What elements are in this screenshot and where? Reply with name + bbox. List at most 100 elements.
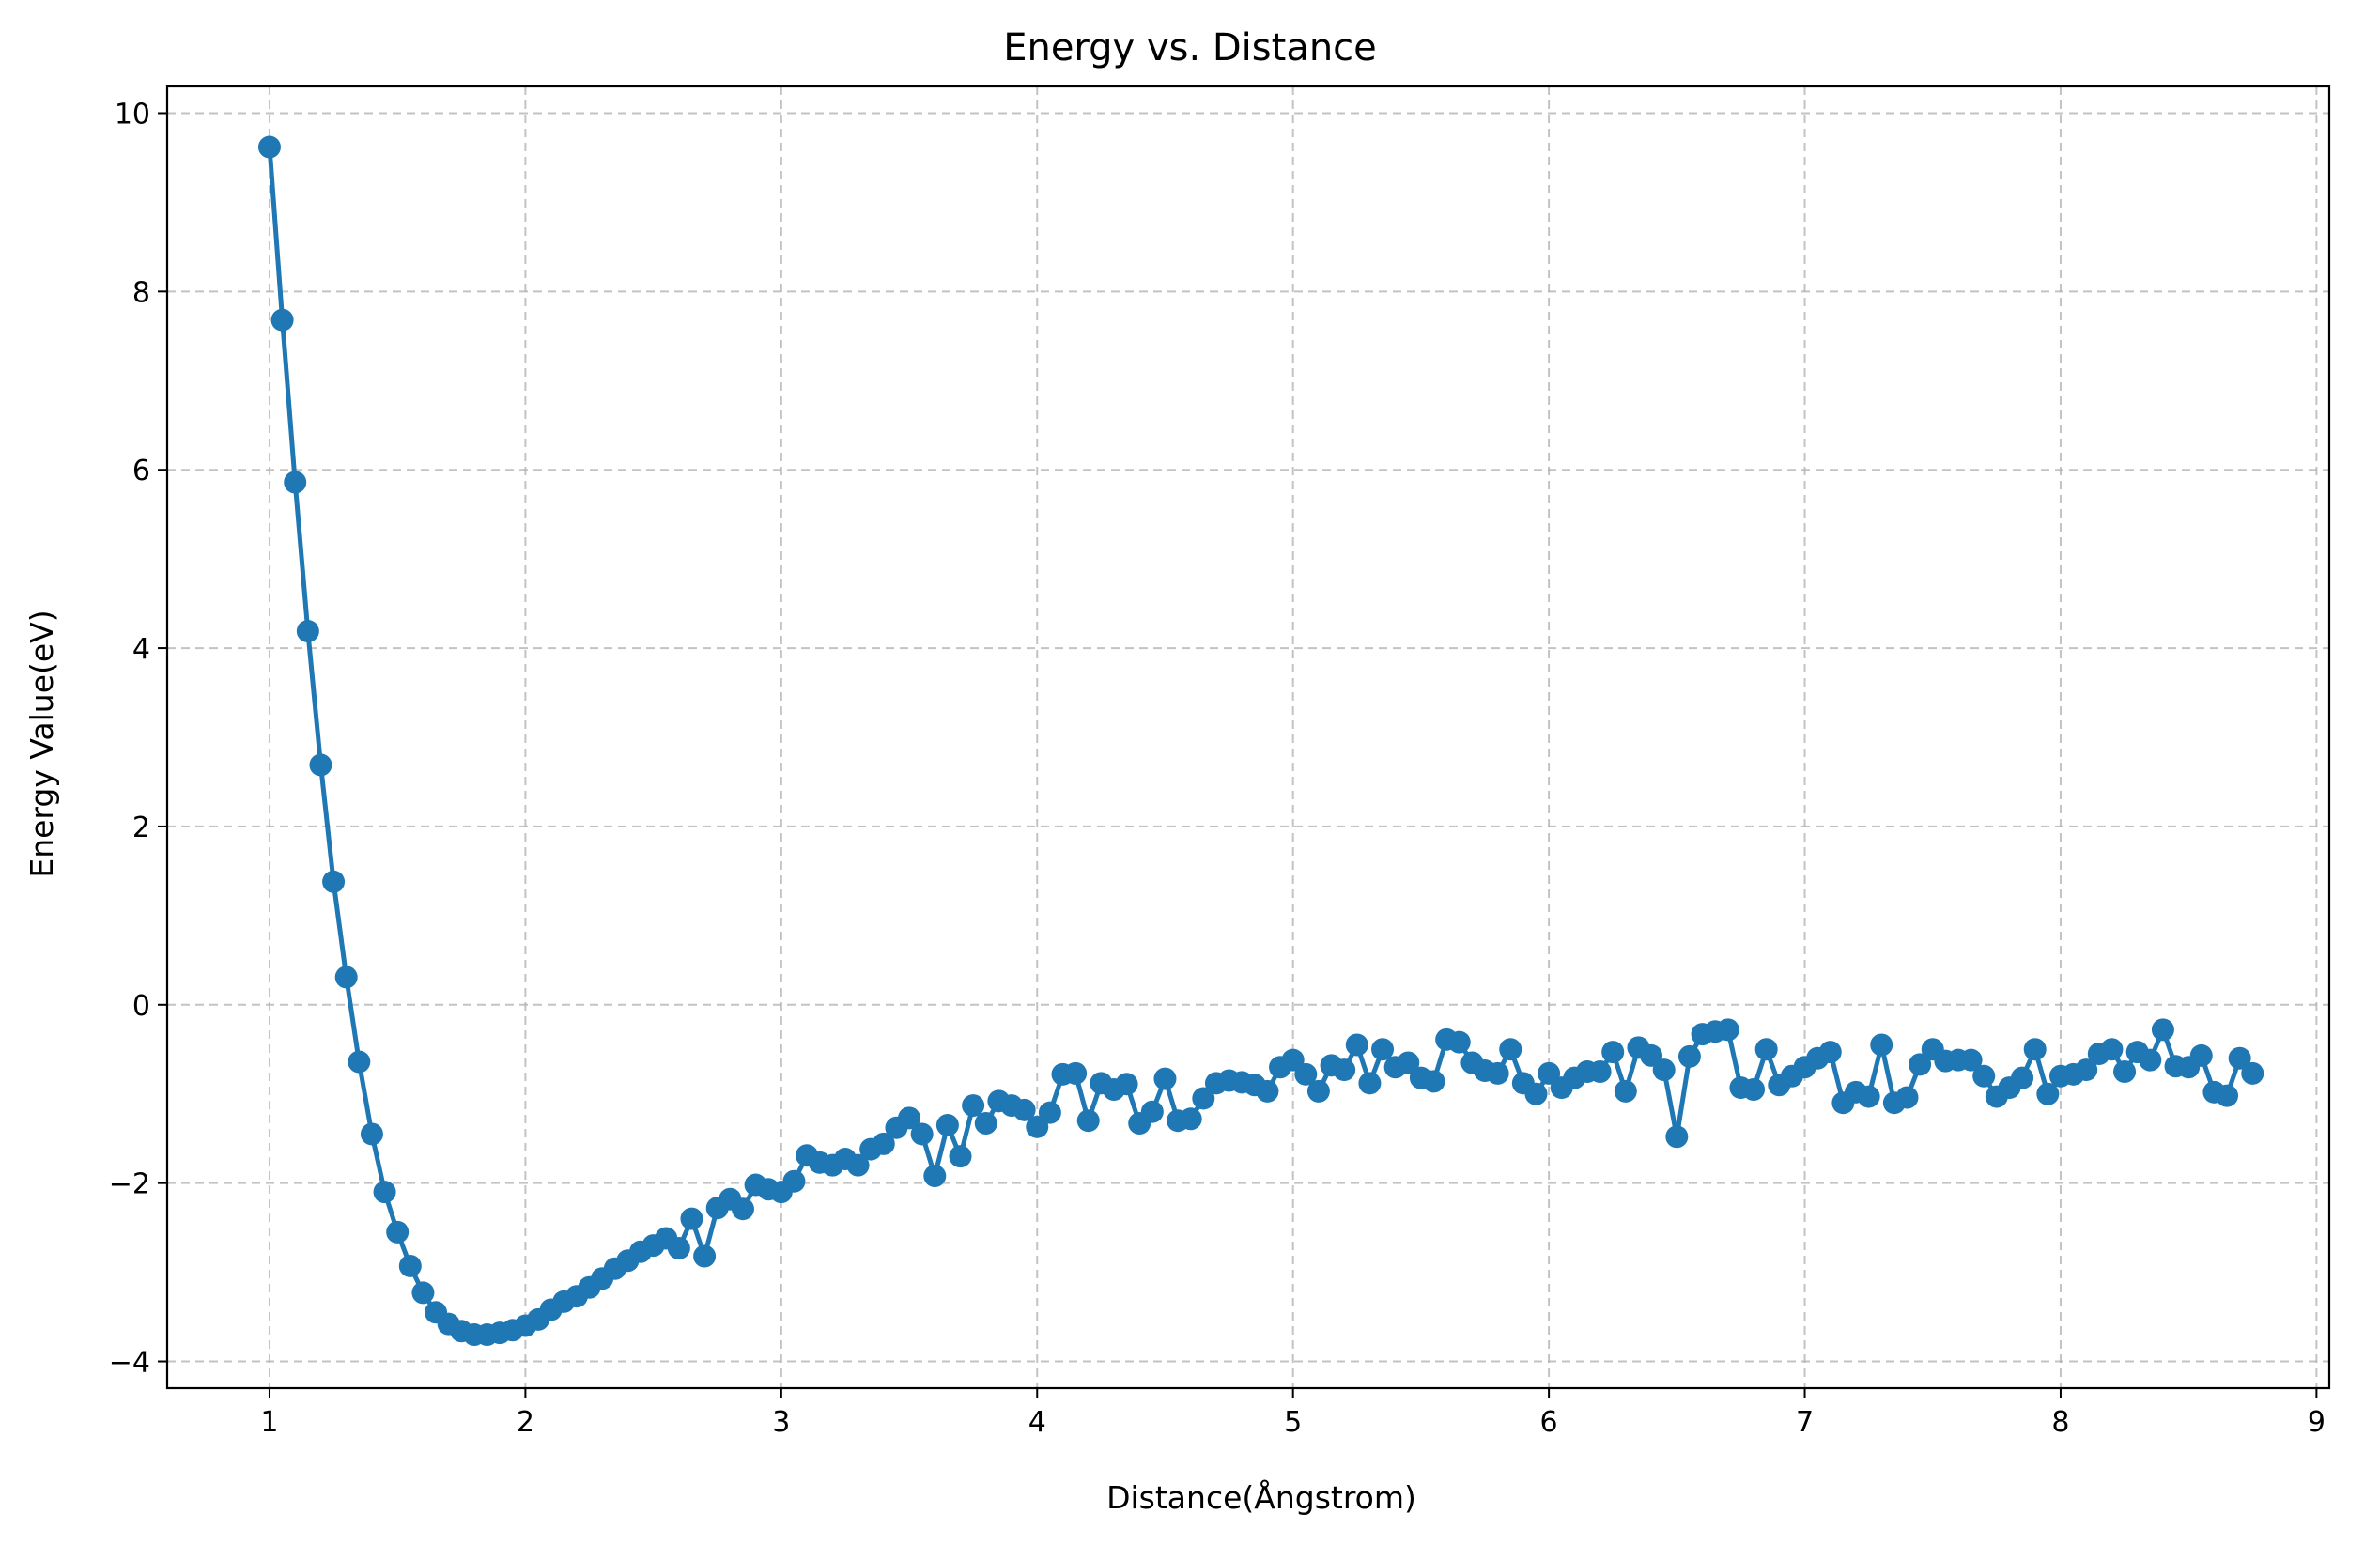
data-point — [2139, 1048, 2162, 1072]
plot-frame — [165, 85, 2331, 1390]
y-tick-label: 4 — [132, 633, 150, 666]
data-point — [1524, 1082, 1548, 1105]
data-point — [782, 1169, 806, 1193]
data-point — [1358, 1072, 1382, 1095]
data-point — [284, 471, 307, 494]
x-axis-ticks: 1 2 3 4 5 6 7 8 9 — [260, 1388, 2326, 1439]
data-point — [910, 1122, 934, 1146]
data-point — [1588, 1059, 1612, 1083]
data-point — [2036, 1082, 2060, 1105]
data-point — [257, 135, 281, 159]
data-point — [872, 1132, 895, 1155]
data-point — [1614, 1079, 1637, 1103]
chart-title: Energy vs. Distance — [1003, 26, 1377, 70]
data-point — [373, 1181, 396, 1204]
x-tick-label: 8 — [2051, 1406, 2069, 1439]
data-point — [334, 966, 358, 989]
data-point — [974, 1112, 997, 1136]
data-point — [2241, 1061, 2264, 1085]
y-axis-title: Energy Value(eV) — [23, 610, 60, 877]
data-point — [360, 1122, 383, 1146]
data-point — [1486, 1061, 1509, 1085]
data-point — [1140, 1100, 1164, 1123]
data-point — [2075, 1058, 2098, 1082]
data-point — [680, 1207, 703, 1230]
data-point — [2216, 1084, 2239, 1107]
x-tick-label: 2 — [517, 1406, 534, 1439]
data-point — [1153, 1067, 1177, 1090]
data-point — [962, 1094, 985, 1118]
data-point — [2189, 1043, 2213, 1067]
data-point — [270, 308, 294, 332]
data-point — [2113, 1059, 2137, 1083]
data-point — [1959, 1048, 1983, 1072]
data-point — [322, 870, 346, 893]
data-point — [1447, 1030, 1471, 1054]
data-point — [1115, 1073, 1138, 1096]
y-tick-label: 6 — [132, 455, 150, 487]
data-point — [2228, 1046, 2251, 1070]
data-point — [935, 1113, 959, 1136]
data-point — [1716, 1018, 1739, 1042]
data-point — [2023, 1038, 2047, 1061]
data-point — [1179, 1107, 1202, 1131]
data-point — [693, 1244, 717, 1268]
data-point — [1256, 1079, 1279, 1103]
data-point — [898, 1106, 921, 1130]
data-point — [1972, 1064, 1996, 1088]
data-point — [348, 1050, 371, 1074]
data-point — [1397, 1051, 1420, 1074]
data-point — [1601, 1041, 1625, 1064]
y-tick-label: 8 — [132, 276, 150, 309]
data-point — [1665, 1125, 1689, 1149]
data-point — [949, 1145, 972, 1168]
data-point — [2151, 1018, 2174, 1042]
data-point — [2011, 1066, 2034, 1089]
y-tick-label: 2 — [132, 811, 150, 844]
data-point — [1754, 1038, 1778, 1061]
data-point — [846, 1153, 870, 1177]
data-point — [1742, 1077, 1766, 1101]
x-tick-label: 6 — [1540, 1406, 1558, 1439]
data-point — [309, 753, 332, 777]
data-point — [1038, 1101, 1061, 1124]
data-point — [1857, 1085, 1880, 1108]
data-point — [1345, 1033, 1368, 1057]
y-axis-ticks: −4 −2 0 2 4 6 8 10 — [109, 98, 167, 1380]
x-tick-label: 4 — [1028, 1406, 1046, 1439]
data-point — [296, 620, 319, 643]
series-layer — [257, 135, 2264, 1347]
data-point — [1333, 1058, 1356, 1082]
data-point — [411, 1281, 435, 1305]
data-point — [1294, 1062, 1318, 1086]
data-point — [1895, 1086, 1919, 1109]
data-point — [1192, 1087, 1215, 1110]
data-point — [2100, 1038, 2124, 1061]
data-point — [923, 1165, 947, 1188]
x-axis-title: Distance(Ångstrom) — [1106, 1478, 1416, 1516]
data-point — [1818, 1041, 1842, 1064]
data-point — [731, 1197, 754, 1221]
data-point — [398, 1254, 422, 1277]
y-tick-label: 10 — [115, 98, 150, 131]
x-tick-label: 1 — [260, 1406, 278, 1439]
data-point — [1076, 1109, 1100, 1133]
x-tick-label: 5 — [1284, 1406, 1302, 1439]
data-point — [1306, 1079, 1330, 1103]
y-tick-label: −2 — [109, 1168, 150, 1201]
data-point — [1422, 1070, 1445, 1093]
data-point — [667, 1236, 690, 1259]
data-point — [1012, 1098, 1036, 1121]
data-point — [1909, 1053, 1932, 1076]
data-point — [386, 1220, 410, 1244]
data-point — [1870, 1033, 1893, 1057]
y-tick-label: 0 — [132, 990, 150, 1023]
data-point — [1677, 1044, 1701, 1068]
data-point — [1371, 1038, 1395, 1061]
grid — [167, 86, 2329, 1388]
data-point — [1499, 1038, 1522, 1061]
x-tick-label: 7 — [1796, 1406, 1814, 1439]
x-tick-label: 9 — [2308, 1406, 2326, 1439]
